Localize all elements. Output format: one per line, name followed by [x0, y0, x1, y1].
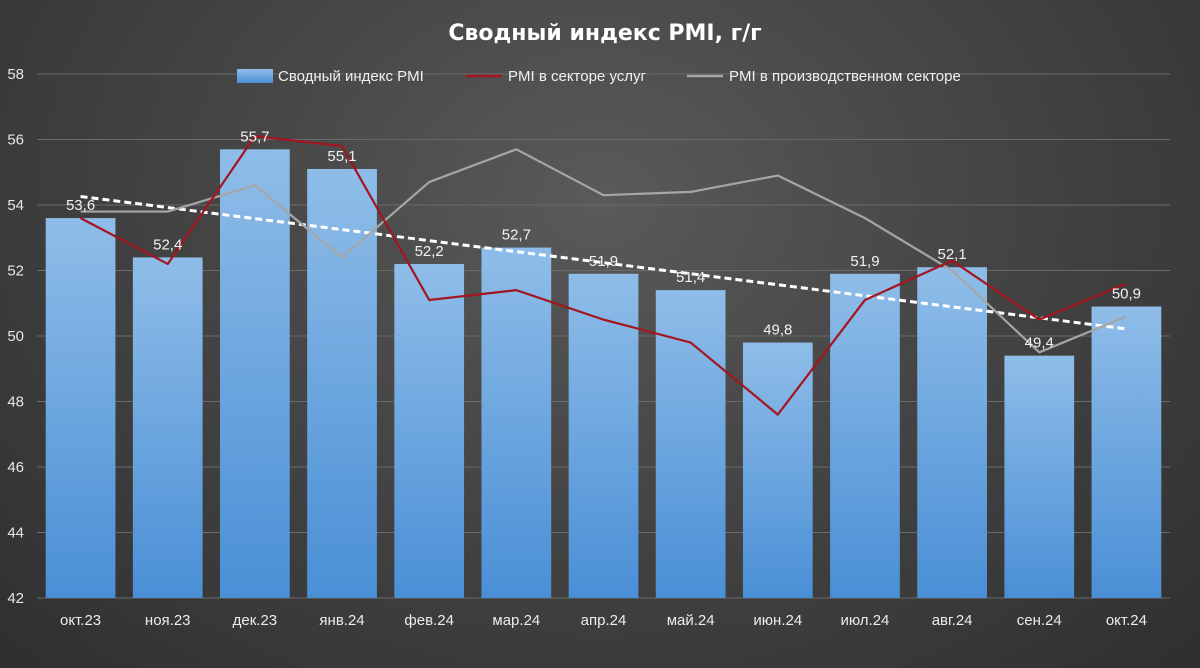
x-tick-label: авг.24	[932, 612, 973, 629]
y-axis: 42 44 46 48 50 52 54 56 58	[7, 66, 24, 607]
bar	[481, 247, 552, 598]
bar-data-label: 52,4	[153, 236, 182, 253]
y-tick-label: 54	[7, 197, 24, 214]
x-tick-label: мар.24	[492, 612, 540, 629]
series-line	[80, 135, 1127, 416]
bar	[917, 267, 987, 598]
bar-data-label: 55,7	[240, 128, 269, 145]
x-tick-label: ноя.23	[145, 612, 191, 629]
x-tick-label: июл.24	[841, 612, 890, 629]
x-tick-label: фев.24	[404, 612, 454, 629]
x-tick-label: дек.23	[233, 612, 278, 629]
x-tick-label: сен.24	[1017, 612, 1062, 629]
x-tick-label: июн.24	[753, 612, 802, 629]
series-line	[80, 148, 1127, 354]
x-tick-label: апр.24	[581, 612, 627, 629]
legend-label: PMI в секторе услуг	[508, 68, 647, 85]
legend-swatch-bar	[237, 69, 273, 83]
bar	[830, 273, 900, 598]
bar	[45, 218, 116, 598]
x-axis: окт.23 ноя.23 дек.23 янв.24 фев.24 мар.24 апр.…	[60, 612, 1147, 629]
chart-title: Сводный индекс PMI, г/г	[448, 21, 761, 46]
legend-label: Сводный индекс PMI	[278, 68, 424, 85]
y-tick-label: 44	[7, 525, 24, 542]
y-tick-label: 42	[7, 590, 24, 607]
x-tick-label: окт.23	[60, 612, 101, 629]
x-tick-label: окт.24	[1106, 612, 1147, 629]
y-tick-label: 56	[7, 132, 24, 149]
bar-data-label: 52,1	[938, 246, 967, 263]
bar-data-label: 49,8	[763, 322, 792, 339]
bar	[1091, 306, 1162, 598]
y-tick-label: 50	[7, 328, 24, 345]
bar-data-label: 49,4	[1025, 335, 1054, 352]
bar-data-label: 50,9	[1112, 286, 1141, 303]
bar-data-label: 51,4	[676, 269, 705, 286]
y-tick-label: 52	[7, 263, 24, 280]
bar	[568, 273, 639, 598]
bar-data-label: 53,6	[66, 197, 95, 214]
line-series	[80, 135, 1127, 416]
bar	[394, 263, 465, 598]
y-tick-label: 48	[7, 394, 24, 411]
x-tick-label: янв.24	[319, 612, 364, 629]
y-tick-label: 46	[7, 459, 24, 476]
bar-data-label: 52,7	[502, 227, 531, 244]
bar	[220, 149, 290, 598]
bar	[132, 257, 203, 598]
bar-series	[45, 149, 1162, 598]
y-tick-label: 58	[7, 66, 24, 83]
bar-data-label: 55,1	[327, 148, 356, 165]
legend: Сводный индекс PMI PMI в секторе услуг PMI…	[237, 68, 961, 85]
bar	[307, 168, 377, 598]
x-tick-label: май.24	[667, 612, 715, 629]
bar-data-label: 52,2	[415, 243, 444, 260]
bar-data-label: 51,9	[589, 253, 618, 270]
data-labels: 53,6 52,4 55,7 55,1 52,2 52,7 51,9 51,4 49,8 51,9…	[66, 128, 1141, 351]
bar-data-label: 51,9	[850, 253, 879, 270]
bar	[1004, 355, 1075, 598]
legend-label: PMI в производственном секторе	[729, 68, 961, 85]
